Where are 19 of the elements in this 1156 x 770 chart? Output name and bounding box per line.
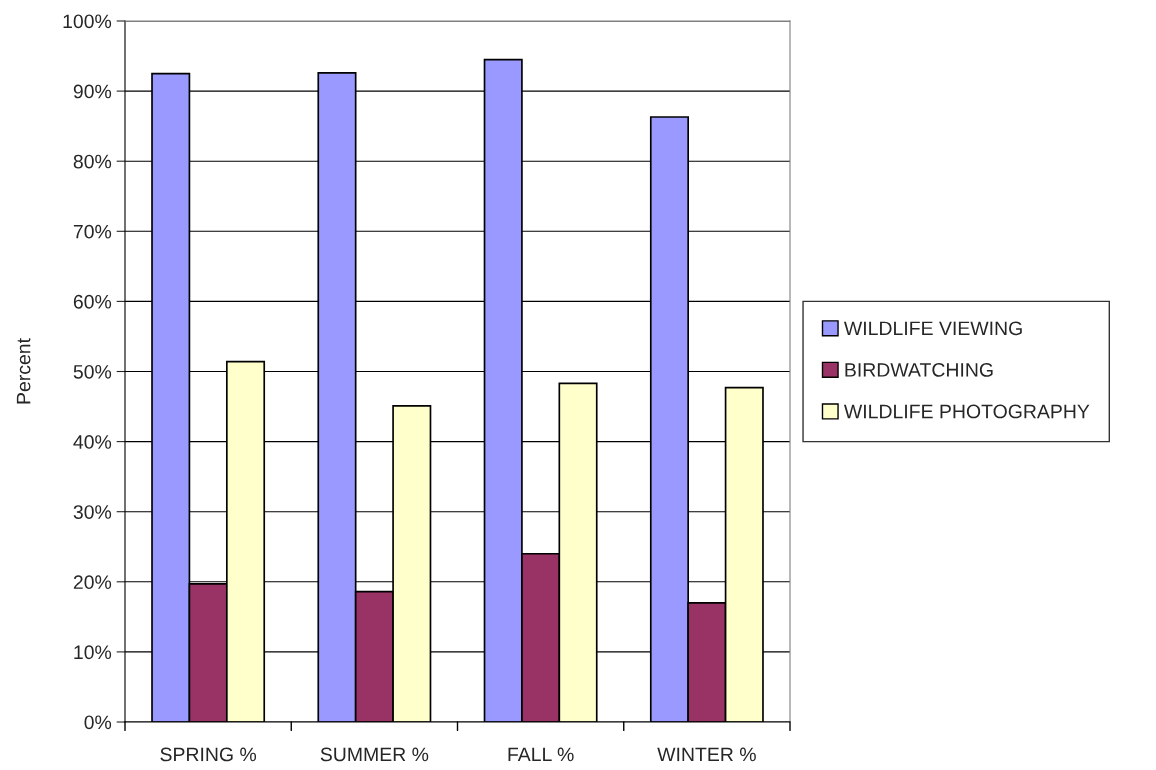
- y-tick-label: 70%: [73, 224, 112, 239]
- y-tick-label: 100%: [63, 14, 112, 29]
- y-tick-label: 90%: [73, 84, 112, 99]
- y-tick-label: 40%: [73, 435, 112, 449]
- y-tick-label: 0%: [84, 715, 112, 730]
- x-tick-label: FALL %: [508, 747, 574, 762]
- y-axis-title: Percent: [16, 338, 31, 404]
- y-tick-label: 30%: [73, 505, 112, 519]
- y-tick-label: 20%: [73, 575, 112, 590]
- y-tick-label: 10%: [74, 645, 112, 660]
- y-tick-label: 50%: [73, 364, 112, 379]
- x-tick-label: WINTER %: [657, 747, 756, 762]
- legend-label: WILDLIFE VIEWING: [843, 321, 1022, 336]
- legend-label: WILDLIFE PHOTOGRAPHY: [843, 404, 1090, 419]
- y-tick-label: 80%: [73, 154, 112, 169]
- legend-label: BIRDWATCHING: [845, 363, 993, 377]
- x-tick-label: SUMMER %: [320, 747, 429, 762]
- x-tick-label: SPRING %: [160, 747, 257, 762]
- y-tick-label: 60%: [73, 294, 112, 309]
